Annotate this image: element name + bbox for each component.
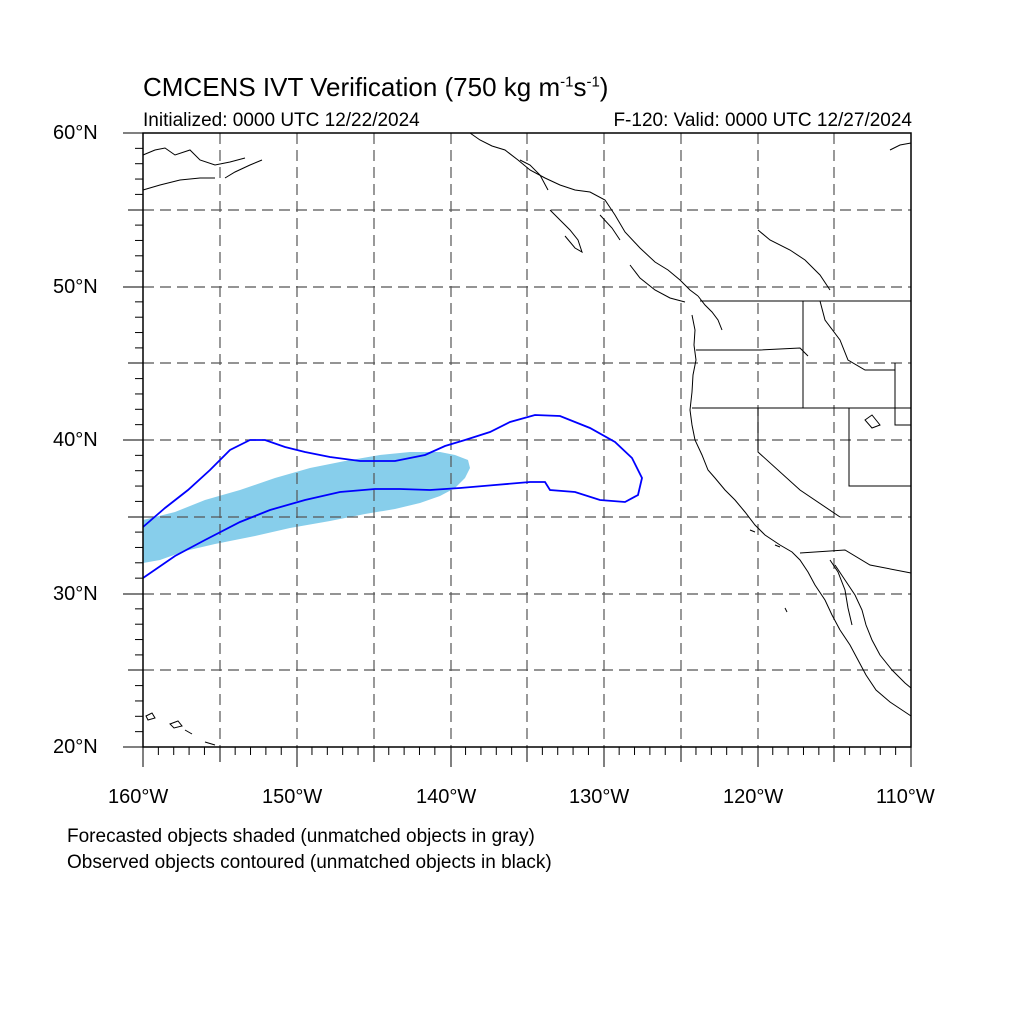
lon-label-140w: 140°W bbox=[416, 786, 477, 808]
legend-forecast-note: Forecasted objects shaded (unmatched obj… bbox=[67, 826, 535, 847]
legend-observed-note: Observed objects contoured (unmatched ob… bbox=[67, 852, 552, 873]
lon-label-160w: 160°W bbox=[108, 786, 169, 808]
lat-label-40n: 40°N bbox=[53, 429, 98, 451]
valid-time: F-120: Valid: 0000 UTC 12/27/2024 bbox=[613, 110, 912, 131]
forecast-object bbox=[143, 452, 470, 563]
initialized-time: Initialized: 0000 UTC 12/22/2024 bbox=[143, 110, 420, 131]
lon-label-130w: 130°W bbox=[569, 786, 630, 808]
lon-label-110w: 110°W bbox=[876, 786, 935, 808]
map-title: CMCENS IVT Verification (750 kg m-1s-1) bbox=[143, 72, 609, 102]
minor-ticks bbox=[135, 147, 897, 755]
lat-label-50n: 50°N bbox=[53, 276, 98, 298]
lat-label-60n: 60°N bbox=[53, 122, 98, 144]
axis-ticks bbox=[123, 132, 912, 767]
coastlines bbox=[142, 132, 912, 746]
lat-label-20n: 20°N bbox=[53, 736, 98, 758]
lon-label-120w: 120°W bbox=[723, 786, 784, 808]
lat-label-30n: 30°N bbox=[53, 583, 98, 605]
lon-label-150w: 150°W bbox=[262, 786, 323, 808]
observed-contour bbox=[142, 414, 643, 579]
gridlines bbox=[143, 133, 911, 747]
